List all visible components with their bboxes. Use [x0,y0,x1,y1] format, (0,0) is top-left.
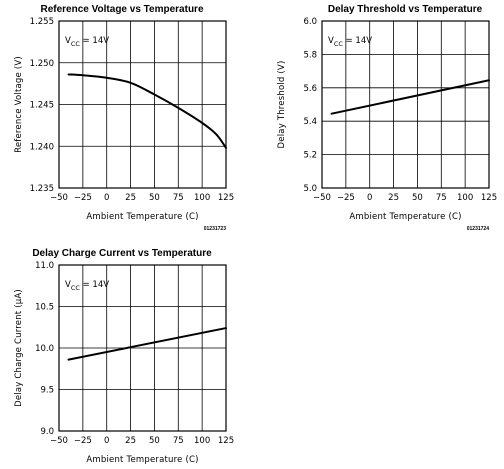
chart-1: Reference Voltage vs Temperature −50 −25 0 2… [14,4,234,232]
y-tick-label: 5.8 [303,50,317,60]
y-tick-label: 6.0 [303,17,317,27]
y-tick-label: 5.4 [303,117,317,127]
x-tick-label: −50 [50,193,68,203]
x-tick-label: −50 [50,436,68,446]
y-tick-label: 5.0 [303,184,317,194]
chart-2: Delay Threshold vs Temperature −50 −25 0 25 5… [277,4,497,232]
x-tick-label: 125 [481,193,497,203]
y-tick-label: 5.2 [303,151,317,161]
x-tick-label: 125 [218,436,234,446]
x-tick-label: 0 [367,193,372,203]
x-tick-label: 100 [194,436,210,446]
y-tick-label: 9.5 [40,386,54,396]
x-tick-label: 25 [388,193,399,203]
plot-frame [58,264,227,432]
x-tick-label: −50 [313,193,331,203]
y-axis-label: Reference Voltage (V) [14,56,24,153]
x-tick-label: 25 [125,193,136,203]
y-tick-label: 10.0 [35,344,54,354]
x-axis-label: Ambient Temperature (C) [349,212,461,222]
x-tick-label: 25 [125,436,136,446]
figure-code: 01231723 [204,226,226,232]
plot-frame [321,20,490,189]
x-tick-label: 100 [194,193,210,203]
y-axis-label: Delay Charge Current (μA) [14,289,24,407]
y-tick-label: 5.6 [303,84,317,94]
plot-frame [58,20,227,189]
vcc-annotation: VCC = 14V [65,280,109,292]
chart-title: Delay Threshold vs Temperature [328,4,483,15]
x-tick-label: 0 [104,193,109,203]
x-axis-label: Ambient Temperature (C) [86,212,198,222]
chart-3: Delay Charge Current vs Temperature −50 −2… [14,248,234,465]
x-tick-label: 50 [149,193,160,203]
x-tick-label: 50 [149,436,160,446]
x-axis-label: Ambient Temperature (C) [86,455,198,465]
y-tick-label: 10.5 [35,303,54,313]
x-tick-label: 75 [173,193,184,203]
y-tick-label: 1.235 [30,184,54,194]
chart-title: Reference Voltage vs Temperature [40,4,203,15]
y-tick-label: 11.0 [35,261,54,271]
x-tick-label: −25 [74,193,92,203]
y-tick-label: 9.0 [40,427,54,437]
y-axis-label: Delay Threshold (V) [277,61,287,149]
data-series-line [67,73,227,149]
figure-code: 01231724 [467,226,489,232]
data-series-line [67,327,227,361]
x-tick-label: 125 [218,193,234,203]
x-tick-label: 100 [457,193,473,203]
x-tick-label: −25 [337,193,355,203]
x-tick-label: 50 [412,193,423,203]
y-tick-label: 1.250 [30,59,54,69]
vcc-annotation: VCC = 14V [328,36,372,48]
data-series-line [330,79,490,115]
chart-title: Delay Charge Current vs Temperature [32,248,212,259]
x-tick-label: 75 [436,193,447,203]
x-tick-label: −25 [74,436,92,446]
y-tick-label: 1.245 [30,101,54,111]
vcc-annotation: VCC = 14V [65,36,109,48]
x-tick-label: 75 [173,436,184,446]
y-tick-label: 1.240 [30,142,54,152]
y-tick-label: 1.255 [30,17,54,27]
x-tick-label: 0 [104,436,109,446]
